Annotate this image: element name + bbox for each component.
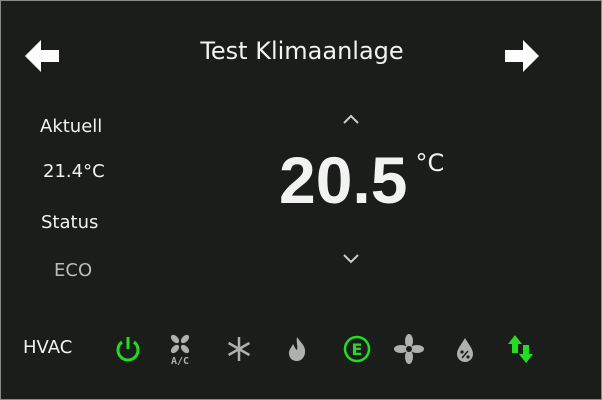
- arrows-up-down-icon[interactable]: [505, 333, 537, 365]
- eco-icon[interactable]: E: [341, 333, 373, 365]
- fan-icon[interactable]: [393, 333, 425, 365]
- page-title: Test Klimaanlage: [200, 37, 404, 65]
- arrow-right-icon[interactable]: [501, 38, 541, 74]
- setpoint-value: 20.5: [279, 143, 408, 217]
- humidity-drop-icon[interactable]: [449, 333, 481, 365]
- eco-text: E: [352, 340, 363, 359]
- chevron-down-icon[interactable]: [342, 253, 360, 265]
- current-label: Aktuell: [40, 116, 103, 137]
- status-value: ECO: [54, 260, 93, 281]
- ac-text: A/C: [171, 356, 189, 365]
- flame-icon[interactable]: [281, 333, 313, 365]
- setpoint-display: 20.5 °C: [279, 147, 444, 213]
- ac-fan-icon[interactable]: A/C: [164, 333, 196, 365]
- hvac-label: HVAC: [23, 337, 73, 358]
- current-temperature: 21.4°C: [43, 161, 105, 182]
- snowflake-icon[interactable]: [223, 333, 255, 365]
- status-label: Status: [41, 212, 99, 233]
- arrow-left-icon[interactable]: [23, 38, 63, 74]
- chevron-up-icon[interactable]: [342, 113, 360, 125]
- power-icon[interactable]: [112, 333, 144, 365]
- setpoint-unit: °C: [415, 149, 445, 177]
